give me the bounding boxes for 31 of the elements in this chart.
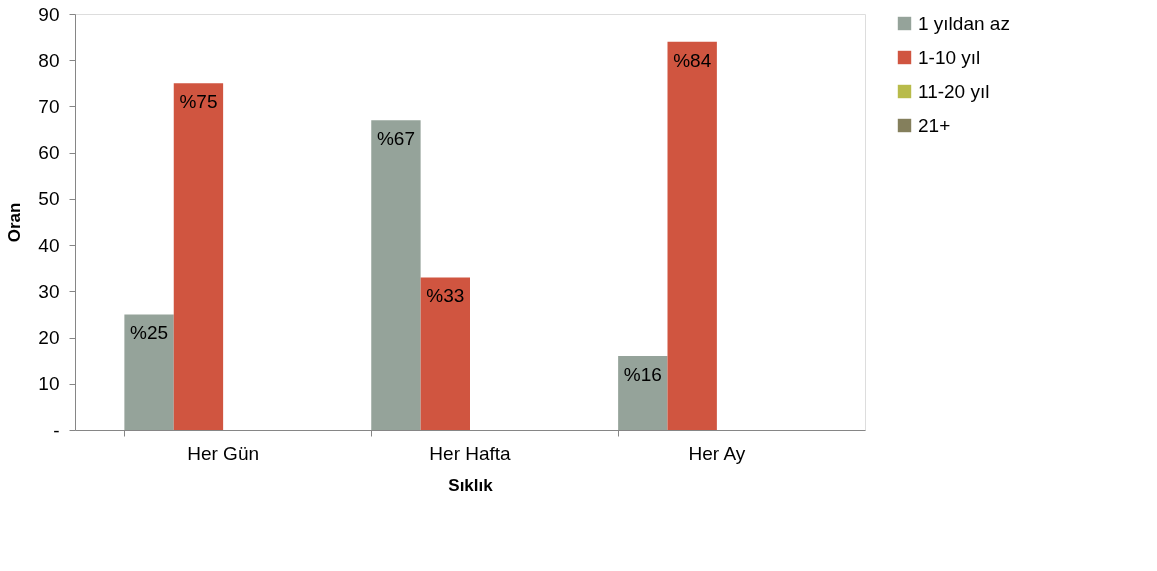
legend-label: 11-20 yıl xyxy=(918,80,990,102)
data-label: %25 xyxy=(130,322,169,344)
bar xyxy=(124,314,174,430)
x-axis-title: Sıklık xyxy=(448,475,494,495)
y-tick-label: 40 xyxy=(38,234,60,256)
bar xyxy=(420,277,470,430)
legend-label: 21+ xyxy=(918,114,951,136)
y-tick-label: 80 xyxy=(38,49,60,71)
y-tick-label: - xyxy=(53,419,60,441)
x-tick-label: Her Gün xyxy=(187,442,260,464)
legend-label: 1 yıldan az xyxy=(918,12,1010,34)
y-tick-label: 60 xyxy=(38,142,60,164)
x-tick-label: Her Hafta xyxy=(429,442,512,464)
bar xyxy=(667,41,717,430)
y-tick-label: 90 xyxy=(38,3,60,25)
bar xyxy=(618,356,668,430)
bar xyxy=(173,83,224,430)
y-tick-label: 30 xyxy=(38,280,60,302)
bar xyxy=(371,120,421,430)
y-tick-label: 20 xyxy=(38,327,60,349)
data-label: %67 xyxy=(376,128,415,150)
x-tick-label: Her Ay xyxy=(688,442,746,464)
y-tick-label: 10 xyxy=(38,373,60,395)
data-label: %33 xyxy=(426,285,465,307)
legend-label: 1-10 yıl xyxy=(918,46,981,68)
data-label: %84 xyxy=(673,49,712,71)
data-label: %16 xyxy=(623,364,662,386)
y-tick-label: 50 xyxy=(38,188,60,210)
y-tick-label: 70 xyxy=(38,95,60,117)
data-label: %75 xyxy=(179,91,218,113)
y-axis-title: Oran xyxy=(5,202,25,243)
